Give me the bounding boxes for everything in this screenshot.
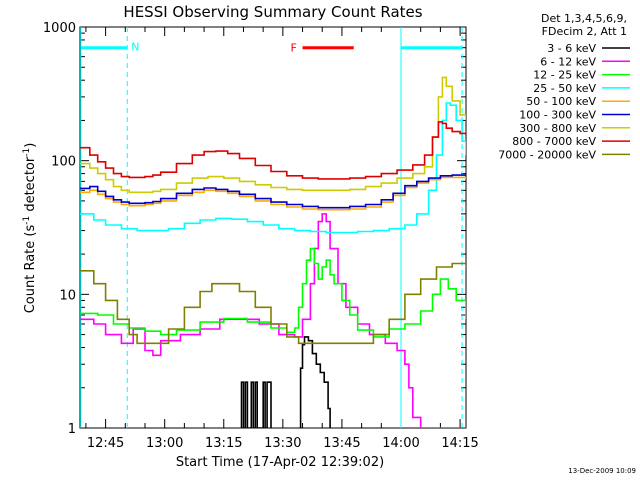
y-axis-label-sup1: -1 [22, 216, 32, 225]
legend-header-1: Det 1,3,4,5,6,9, [541, 12, 627, 25]
legend-entry-label: 6 - 12 keV [540, 55, 596, 68]
x-tick-label: 13:15 [205, 436, 242, 451]
series-line [80, 121, 466, 180]
y-tick-label: 10 [59, 288, 76, 303]
y-axis-label: Count Rate (s-1 detector-1) [22, 143, 38, 314]
legend-entry-label: 300 - 800 keV [519, 122, 596, 135]
chart-title: HESSI Observing Summary Count Rates [123, 3, 422, 21]
generation-timestamp: 13-Dec-2009 10:09 [568, 467, 636, 475]
flare-marker-label: F [291, 42, 297, 55]
y-tick-label: 100 [51, 155, 76, 170]
series-line [80, 174, 466, 209]
x-tick-label: 14:00 [382, 436, 419, 451]
x-tick-label: 13:45 [323, 436, 360, 451]
x-tick-label: 14:15 [441, 436, 478, 451]
x-tick-label: 13:30 [264, 436, 301, 451]
y-axis-label-part2: detector [23, 156, 38, 216]
plot-frame [79, 26, 467, 429]
series-line [80, 176, 466, 211]
y-tick-label: 1000 [43, 21, 76, 36]
y-tick-label: 1 [68, 422, 76, 437]
series-line [240, 336, 331, 428]
series-line [80, 76, 466, 194]
legend-entry-label: 800 - 7000 keV [512, 135, 596, 148]
axes-ticks: 1 10 100 1000 12:45 13:00 13:15 13:30 13:45 14:00… [43, 21, 479, 451]
y-axis-label-part1: Count Rate (s [23, 225, 38, 314]
series-line [80, 102, 466, 234]
series-line [80, 213, 466, 428]
observing-label-n: N [131, 41, 139, 54]
legend-entry-label: 7000 - 20000 keV [498, 148, 596, 161]
legend-entry-label: 50 - 100 keV [526, 95, 596, 108]
legend-entry-label: 25 - 50 keV [533, 82, 596, 95]
x-tick-label: 12:45 [87, 436, 124, 451]
legend-entry-label: 3 - 6 keV [547, 42, 596, 55]
series-line [80, 247, 466, 338]
legend-entry-label: 100 - 300 keV [519, 109, 596, 122]
x-tick-label: 13:00 [146, 436, 183, 451]
legend: Det 1,3,4,5,6,9, FDecim 2, Att 1 3 - 6 k… [498, 12, 630, 161]
series-line [80, 262, 466, 345]
y-axis-label-part3: ) [23, 143, 38, 148]
y-axis-label-sup2: -1 [22, 148, 32, 157]
legend-header-2: FDecim 2, Att 1 [542, 25, 627, 38]
legend-entry-label: 12 - 25 keV [533, 69, 596, 82]
series-lines [80, 76, 466, 428]
x-axis-label: Start Time (17-Apr-02 12:39:02) [176, 455, 384, 470]
